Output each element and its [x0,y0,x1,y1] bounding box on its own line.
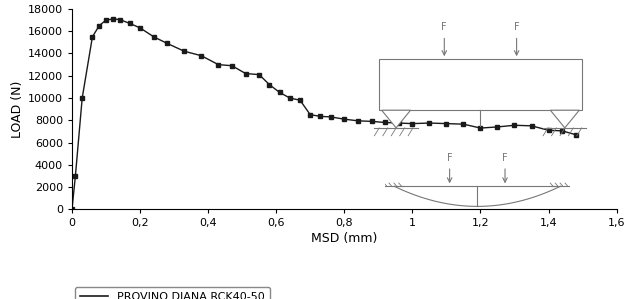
Text: F: F [441,22,447,32]
Text: F: F [514,22,520,32]
Text: F: F [502,153,508,163]
Legend: PROVINO DIANA RCK40-50: PROVINO DIANA RCK40-50 [75,287,270,299]
Bar [379,59,582,110]
Polygon shape [382,110,411,128]
X-axis label: MSD (mm): MSD (mm) [311,233,377,245]
Polygon shape [550,110,579,128]
Text: F: F [447,153,453,163]
Y-axis label: LOAD (N): LOAD (N) [11,80,24,138]
